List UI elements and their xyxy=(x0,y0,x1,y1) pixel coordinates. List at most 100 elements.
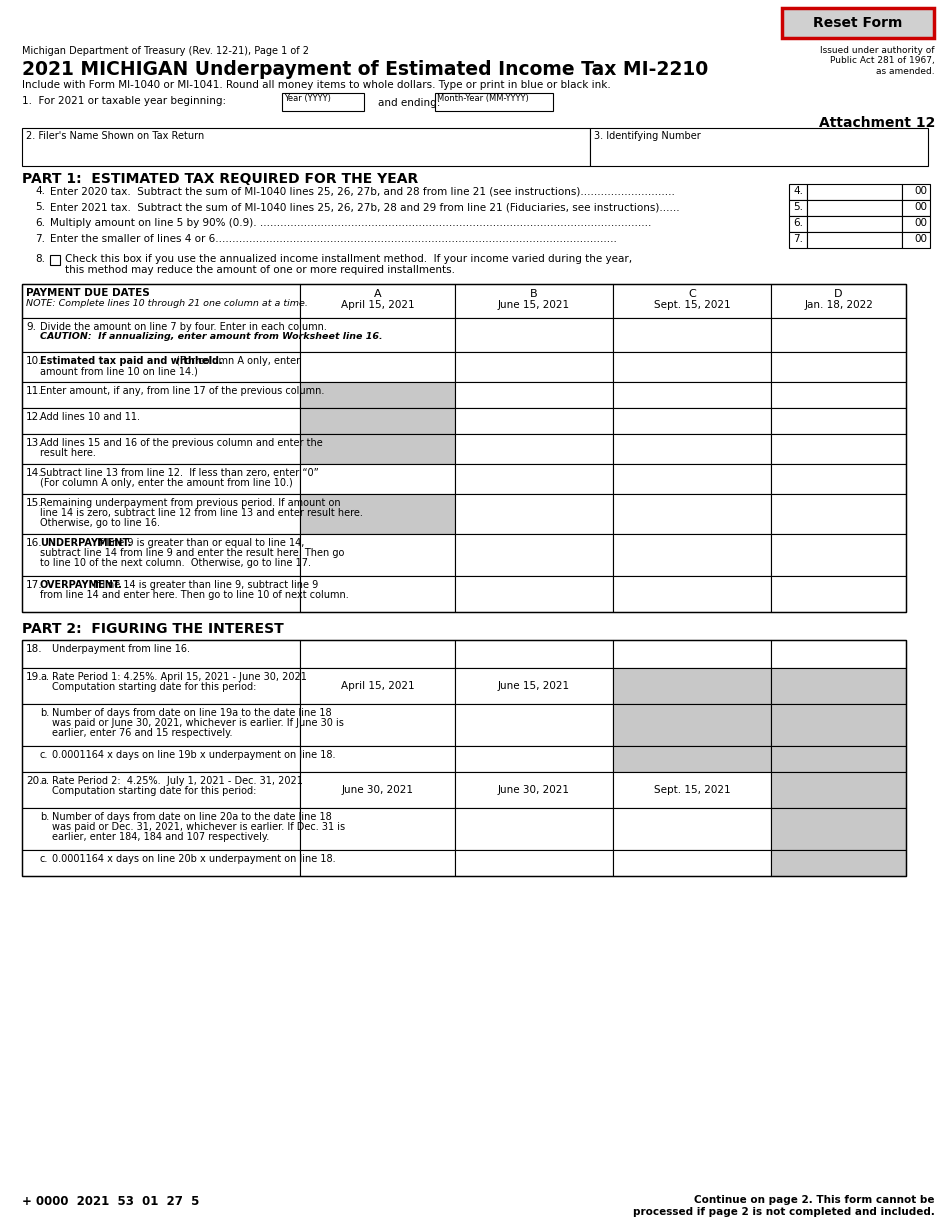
Text: b.: b. xyxy=(40,708,49,718)
Bar xyxy=(22,319,300,352)
Bar xyxy=(300,352,455,383)
Text: Enter 2021 tax.  Subtract the sum of MI-1040 lines 25, 26, 27b, 28 and 29 from l: Enter 2021 tax. Subtract the sum of MI-1… xyxy=(50,202,679,212)
Bar xyxy=(613,640,771,668)
Text: 7.: 7. xyxy=(35,234,45,244)
Bar xyxy=(22,668,300,704)
Bar xyxy=(455,319,613,352)
Bar xyxy=(455,284,613,319)
Text: + 0000  2021  53  01  27  5: + 0000 2021 53 01 27 5 xyxy=(22,1196,200,1208)
Bar xyxy=(789,200,807,216)
Bar xyxy=(22,434,300,464)
Bar xyxy=(22,494,300,534)
Bar xyxy=(613,808,771,850)
Bar xyxy=(455,576,613,613)
Text: 13.: 13. xyxy=(26,438,43,448)
Bar xyxy=(455,494,613,534)
Text: earlier, enter 184, 184 and 107 respectively.: earlier, enter 184, 184 and 107 respecti… xyxy=(52,831,269,843)
Bar xyxy=(300,319,455,352)
Text: Rate Period 1: 4.25%. April 15, 2021 - June 30, 2021: Rate Period 1: 4.25%. April 15, 2021 - J… xyxy=(52,672,307,681)
Bar xyxy=(22,128,590,166)
Bar xyxy=(455,408,613,434)
Text: If line 9 is greater than or equal to line 14,: If line 9 is greater than or equal to li… xyxy=(94,538,304,549)
Text: PAYMENT DUE DATES: PAYMENT DUE DATES xyxy=(26,288,150,298)
Text: Continue on page 2. This form cannot be
processed if page 2 is not completed and: Continue on page 2. This form cannot be … xyxy=(633,1196,935,1216)
Bar xyxy=(455,434,613,464)
Text: c.: c. xyxy=(40,854,48,863)
Bar xyxy=(613,494,771,534)
Bar xyxy=(455,772,613,808)
Bar xyxy=(300,408,455,434)
Bar xyxy=(807,232,902,248)
Bar xyxy=(22,850,300,876)
Bar xyxy=(22,408,300,434)
Bar xyxy=(771,284,906,319)
Text: 5.: 5. xyxy=(35,202,45,212)
Bar xyxy=(22,352,300,383)
Bar xyxy=(455,808,613,850)
Bar xyxy=(22,640,300,668)
Text: line 14 is zero, subtract line 12 from line 13 and enter result here.: line 14 is zero, subtract line 12 from l… xyxy=(40,508,363,518)
Text: Reset Form: Reset Form xyxy=(813,16,902,30)
Bar xyxy=(300,808,455,850)
Text: 00: 00 xyxy=(914,202,927,212)
Bar xyxy=(807,184,902,200)
Text: Year (YYYY): Year (YYYY) xyxy=(284,93,331,103)
Text: Jan. 18, 2022: Jan. 18, 2022 xyxy=(804,300,873,310)
Text: 10.: 10. xyxy=(26,355,43,367)
Bar xyxy=(613,576,771,613)
Text: 0.0001164 x days on line 19b x underpayment on line 18.: 0.0001164 x days on line 19b x underpaym… xyxy=(52,750,335,760)
Bar xyxy=(22,383,300,408)
Bar xyxy=(22,576,300,613)
Bar xyxy=(300,747,455,772)
Bar xyxy=(613,704,771,747)
Bar xyxy=(771,494,906,534)
Text: to line 10 of the next column.  Otherwise, go to line 17.: to line 10 of the next column. Otherwise… xyxy=(40,558,311,568)
Bar xyxy=(613,772,771,808)
Text: Computation starting date for this period:: Computation starting date for this perio… xyxy=(52,681,256,692)
Bar xyxy=(902,200,930,216)
Text: this method may reduce the amount of one or more required installments.: this method may reduce the amount of one… xyxy=(65,264,455,276)
Text: Attachment 12: Attachment 12 xyxy=(819,116,935,130)
Text: 18.: 18. xyxy=(26,645,43,654)
Bar xyxy=(22,808,300,850)
Text: Computation starting date for this period:: Computation starting date for this perio… xyxy=(52,786,256,796)
Bar xyxy=(22,534,300,576)
Bar xyxy=(300,383,455,408)
Bar xyxy=(300,668,455,704)
Text: Issued under authority of
Public Act 281 of 1967,
as amended.: Issued under authority of Public Act 281… xyxy=(821,46,935,76)
Text: B: B xyxy=(530,289,538,299)
Text: 16.: 16. xyxy=(26,538,43,549)
Text: 0.0001164 x days on line 20b x underpayment on line 18.: 0.0001164 x days on line 20b x underpaym… xyxy=(52,854,335,863)
Text: Multiply amount on line 5 by 90% (0.9). ........................................: Multiply amount on line 5 by 90% (0.9). … xyxy=(50,218,652,228)
Bar xyxy=(771,319,906,352)
Text: 20.: 20. xyxy=(26,776,43,786)
Text: CAUTION:  If annualizing, enter amount from Worksheet line 16.: CAUTION: If annualizing, enter amount fr… xyxy=(40,332,383,341)
Bar xyxy=(300,534,455,576)
Text: April 15, 2021: April 15, 2021 xyxy=(341,681,414,691)
Bar xyxy=(455,850,613,876)
Bar xyxy=(22,640,906,876)
Text: 6.: 6. xyxy=(793,218,803,228)
Text: 8.: 8. xyxy=(35,255,45,264)
Bar xyxy=(22,464,300,494)
Text: Enter the smaller of lines 4 or 6...............................................: Enter the smaller of lines 4 or 6.......… xyxy=(50,234,617,244)
Text: Sept. 15, 2021: Sept. 15, 2021 xyxy=(654,785,731,795)
Text: earlier, enter 76 and 15 respectively.: earlier, enter 76 and 15 respectively. xyxy=(52,728,233,738)
Bar xyxy=(782,9,934,38)
Bar xyxy=(300,464,455,494)
Text: PART 2:  FIGURING THE INTEREST: PART 2: FIGURING THE INTEREST xyxy=(22,622,284,636)
Bar xyxy=(22,284,906,613)
Bar xyxy=(613,319,771,352)
Text: If line 14 is greater than line 9, subtract line 9: If line 14 is greater than line 9, subtr… xyxy=(90,581,318,590)
Text: Remaining underpayment from previous period. If amount on: Remaining underpayment from previous per… xyxy=(40,498,341,508)
Bar xyxy=(902,232,930,248)
Text: was paid or June 30, 2021, whichever is earlier. If June 30 is: was paid or June 30, 2021, whichever is … xyxy=(52,718,344,728)
Bar xyxy=(771,576,906,613)
Text: June 15, 2021: June 15, 2021 xyxy=(498,681,570,691)
Bar xyxy=(771,668,906,704)
Bar xyxy=(300,494,455,534)
Text: NOTE: Complete lines 10 through 21 one column at a time.: NOTE: Complete lines 10 through 21 one c… xyxy=(26,299,308,308)
Text: Estimated tax paid and withheld.: Estimated tax paid and withheld. xyxy=(40,355,222,367)
Bar xyxy=(613,850,771,876)
Text: result here.: result here. xyxy=(40,448,96,458)
